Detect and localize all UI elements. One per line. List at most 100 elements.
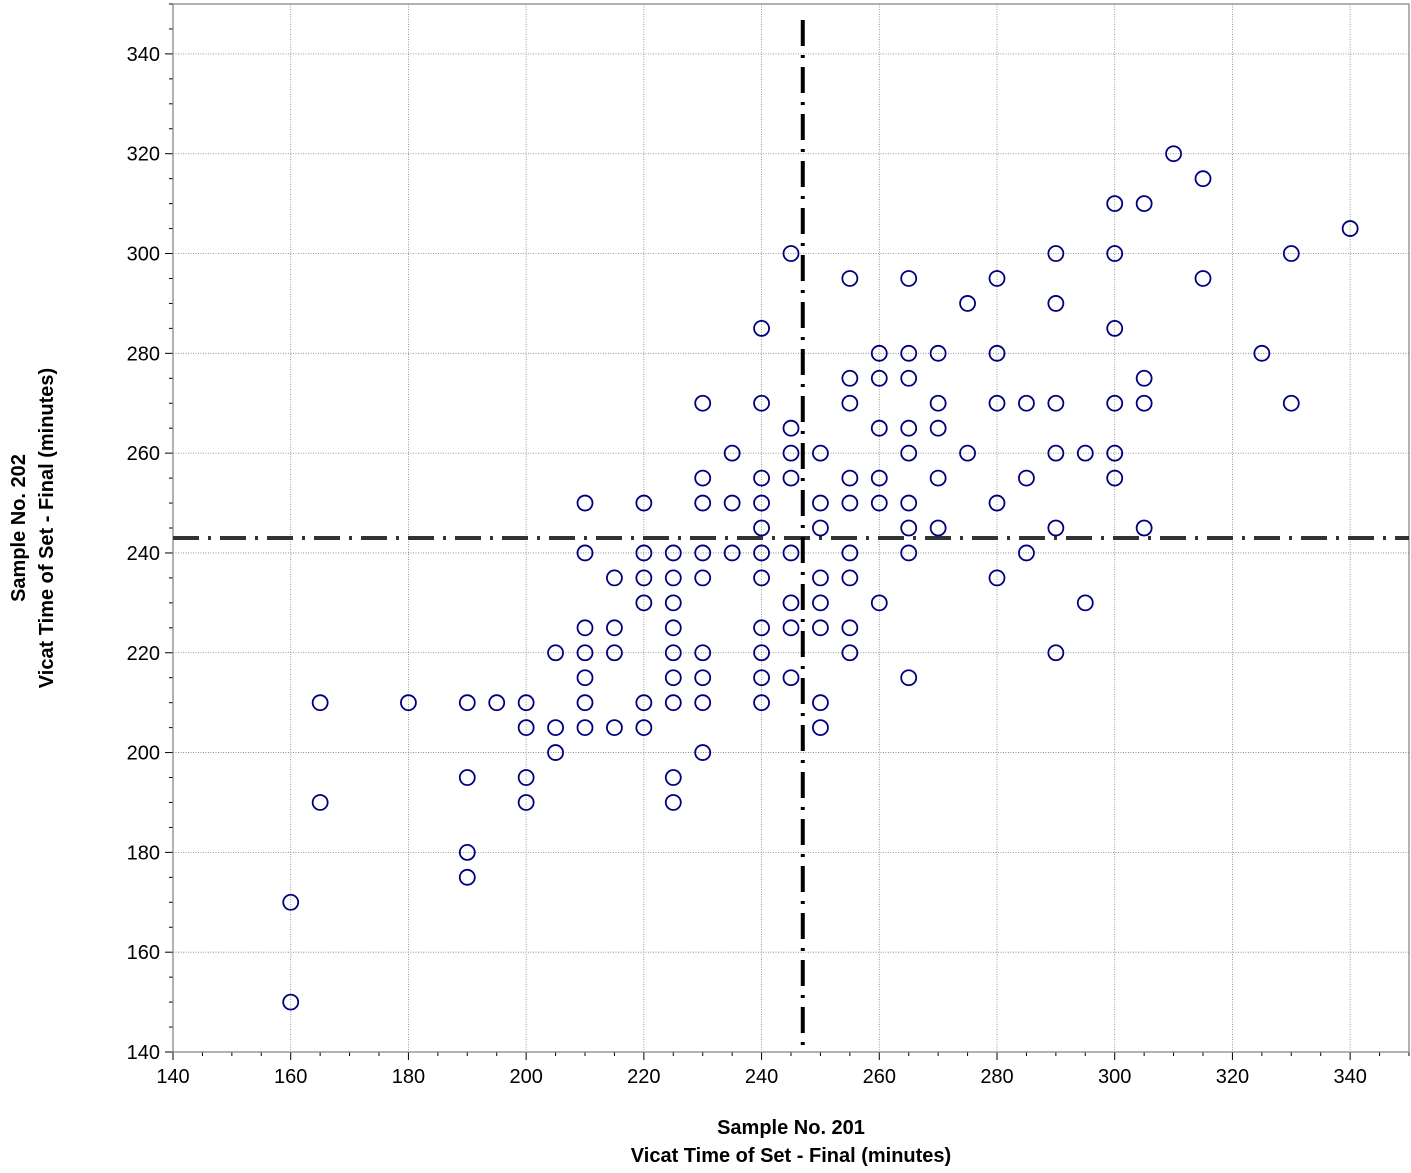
- data-point: [576, 669, 594, 687]
- data-point: [900, 270, 918, 287]
- data-point: [606, 644, 623, 662]
- data-point: [988, 270, 1006, 287]
- data-point: [900, 344, 918, 362]
- data-point: [782, 619, 800, 637]
- data-point: [1047, 295, 1065, 312]
- data-point: [782, 444, 800, 462]
- data-point: [782, 469, 800, 487]
- data-point: [870, 594, 888, 612]
- data-point: [458, 694, 476, 712]
- data-point: [723, 544, 741, 562]
- mean-reference-lines: [173, 20, 1409, 1052]
- data-point: [812, 494, 829, 512]
- data-point: [664, 694, 682, 712]
- x-tick-label: 140: [156, 1066, 189, 1088]
- data-point: [458, 769, 476, 786]
- data-point: [576, 694, 594, 712]
- data-point: [753, 619, 770, 637]
- data-point: [782, 245, 800, 262]
- x-tick-label: 200: [509, 1066, 542, 1088]
- x-tick-label: 260: [863, 1066, 896, 1088]
- data-point: [311, 694, 329, 712]
- data-point: [282, 993, 300, 1011]
- data-point: [635, 594, 653, 612]
- data-point: [841, 644, 859, 662]
- data-point: [576, 719, 594, 737]
- data-point: [1135, 519, 1153, 537]
- data-point: [900, 669, 918, 687]
- data-point: [694, 394, 712, 412]
- data-point: [870, 344, 888, 362]
- data-point: [753, 494, 770, 512]
- y-tick-label: 200: [127, 743, 160, 765]
- data-point: [576, 494, 594, 512]
- data-point: [1106, 245, 1124, 262]
- data-point: [900, 444, 918, 462]
- y-tick-label: 160: [127, 942, 160, 964]
- data-point: [870, 369, 888, 387]
- y-tick-label: 220: [127, 643, 160, 665]
- data-point: [576, 544, 594, 562]
- data-point: [988, 494, 1006, 512]
- data-point: [959, 444, 976, 462]
- data-point: [753, 394, 770, 412]
- x-tick-label: 280: [980, 1066, 1013, 1088]
- data-point: [606, 719, 623, 737]
- data-point: [812, 594, 829, 612]
- data-point: [988, 344, 1006, 362]
- data-point: [929, 519, 947, 537]
- data-point: [606, 569, 623, 587]
- data-point: [929, 419, 947, 437]
- data-point: [458, 868, 476, 886]
- data-point: [900, 419, 918, 437]
- y-tick-label: 340: [127, 44, 160, 66]
- x-axis-title-line1: Sample No. 201: [717, 1117, 865, 1139]
- data-point: [870, 469, 888, 487]
- data-point: [988, 569, 1006, 587]
- data-point: [782, 669, 800, 687]
- data-point: [664, 594, 682, 612]
- data-point: [694, 694, 712, 712]
- data-point: [606, 619, 623, 637]
- data-point: [870, 419, 888, 437]
- data-point: [753, 644, 770, 662]
- data-point: [664, 669, 682, 687]
- y-tick-label: 320: [127, 144, 160, 166]
- data-point: [753, 544, 770, 562]
- data-point: [1165, 145, 1182, 163]
- data-point: [841, 544, 859, 562]
- data-point: [1135, 394, 1153, 412]
- minor-ticks: [165, 3, 1410, 1060]
- data-point: [1341, 220, 1359, 237]
- x-tick-label: 300: [1098, 1066, 1131, 1088]
- data-point: [576, 644, 594, 662]
- x-axis-title-line2: Vicat Time of Set - Final (minutes): [631, 1145, 951, 1167]
- data-point: [929, 344, 947, 362]
- data-point: [753, 469, 770, 487]
- data-point: [812, 444, 829, 462]
- data-point: [812, 694, 829, 712]
- data-point: [517, 694, 535, 712]
- data-point: [694, 569, 712, 587]
- x-tick-label: 340: [1333, 1066, 1366, 1088]
- data-point: [782, 544, 800, 562]
- data-point: [841, 494, 859, 512]
- data-point: [1282, 245, 1300, 262]
- x-tick-label: 160: [274, 1066, 307, 1088]
- data-point: [694, 744, 712, 761]
- data-point: [635, 719, 653, 737]
- data-point: [635, 694, 653, 712]
- data-point: [458, 843, 476, 861]
- data-point: [694, 669, 712, 687]
- data-point: [576, 619, 594, 637]
- data-point: [1047, 444, 1065, 462]
- data-point: [900, 494, 918, 512]
- data-point: [694, 469, 712, 487]
- data-point: [1047, 519, 1065, 537]
- data-point: [753, 694, 770, 712]
- data-point: [1047, 245, 1065, 262]
- data-point: [517, 769, 535, 786]
- y-tick-label: 260: [127, 443, 160, 465]
- y-tick-label: 180: [127, 842, 160, 864]
